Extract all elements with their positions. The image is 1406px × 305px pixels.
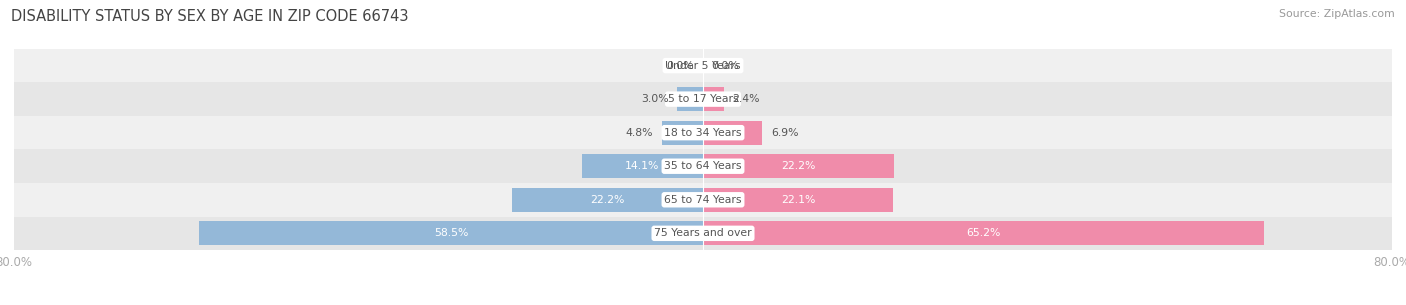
- Text: 0.0%: 0.0%: [666, 61, 695, 70]
- Text: DISABILITY STATUS BY SEX BY AGE IN ZIP CODE 66743: DISABILITY STATUS BY SEX BY AGE IN ZIP C…: [11, 9, 409, 24]
- Bar: [14, 149, 1392, 183]
- Bar: [703, 221, 1264, 246]
- Bar: [512, 188, 703, 212]
- Text: 3.0%: 3.0%: [641, 94, 669, 104]
- Bar: [14, 116, 1392, 149]
- Text: 18 to 34 Years: 18 to 34 Years: [664, 128, 742, 138]
- Bar: [703, 120, 762, 145]
- Bar: [14, 183, 1392, 217]
- Text: 65.2%: 65.2%: [966, 228, 1001, 238]
- Bar: [678, 87, 703, 111]
- Text: 75 Years and over: 75 Years and over: [654, 228, 752, 238]
- Bar: [662, 120, 703, 145]
- Text: 6.9%: 6.9%: [770, 128, 799, 138]
- Bar: [703, 188, 893, 212]
- Bar: [14, 49, 1392, 82]
- Text: 22.2%: 22.2%: [782, 161, 815, 171]
- Text: 22.2%: 22.2%: [591, 195, 624, 205]
- Text: 14.1%: 14.1%: [626, 161, 659, 171]
- Text: 22.1%: 22.1%: [780, 195, 815, 205]
- Bar: [14, 82, 1392, 116]
- Text: 2.4%: 2.4%: [733, 94, 759, 104]
- Bar: [200, 221, 703, 246]
- Text: Under 5 Years: Under 5 Years: [665, 61, 741, 70]
- Bar: [703, 87, 724, 111]
- Text: 35 to 64 Years: 35 to 64 Years: [664, 161, 742, 171]
- Bar: [703, 154, 894, 178]
- Text: 4.8%: 4.8%: [626, 128, 652, 138]
- Text: 0.0%: 0.0%: [711, 61, 740, 70]
- Bar: [14, 217, 1392, 250]
- Text: 58.5%: 58.5%: [434, 228, 468, 238]
- Bar: [582, 154, 703, 178]
- Text: 65 to 74 Years: 65 to 74 Years: [664, 195, 742, 205]
- Text: Source: ZipAtlas.com: Source: ZipAtlas.com: [1279, 9, 1395, 19]
- Text: 5 to 17 Years: 5 to 17 Years: [668, 94, 738, 104]
